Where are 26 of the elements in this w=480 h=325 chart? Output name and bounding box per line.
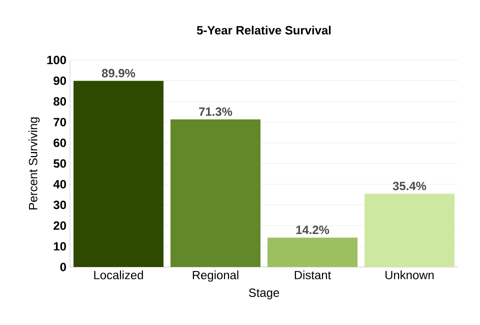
x-tick-label: Distant (294, 270, 332, 280)
y-tick-label: 100 (47, 56, 66, 64)
chart-title: 5-Year Relative Survival (196, 26, 331, 34)
y-tick-label: 50 (54, 159, 66, 168)
y-tick-label: 40 (53, 180, 66, 188)
x-tick-label: Localized (94, 270, 143, 280)
data-label: 35.4% (392, 182, 426, 190)
bar (74, 80, 164, 267)
x-tick-label: Unknown (386, 270, 434, 280)
data-label: 71.3% (199, 107, 232, 116)
data-label: 14.2% (296, 226, 330, 234)
data-label: 89.9% (102, 68, 136, 78)
y-tick-label: 0 (60, 262, 66, 272)
y-tick-label: 90 (54, 76, 66, 85)
y-tick-label: 70 (54, 118, 66, 126)
bar (170, 119, 260, 267)
y-tick-label: 20 (54, 221, 66, 230)
bar (268, 238, 358, 267)
y-tick-label: 80 (54, 97, 66, 106)
y-tick-label: 30 (53, 200, 66, 210)
y-axis-title: Percent Surviving (28, 117, 40, 210)
x-axis-title: Stage (248, 288, 280, 300)
y-tick-label: 10 (54, 242, 66, 251)
x-tick-label: Regional (192, 270, 238, 282)
bar (364, 194, 455, 267)
y-tick-label: 60 (54, 138, 66, 148)
